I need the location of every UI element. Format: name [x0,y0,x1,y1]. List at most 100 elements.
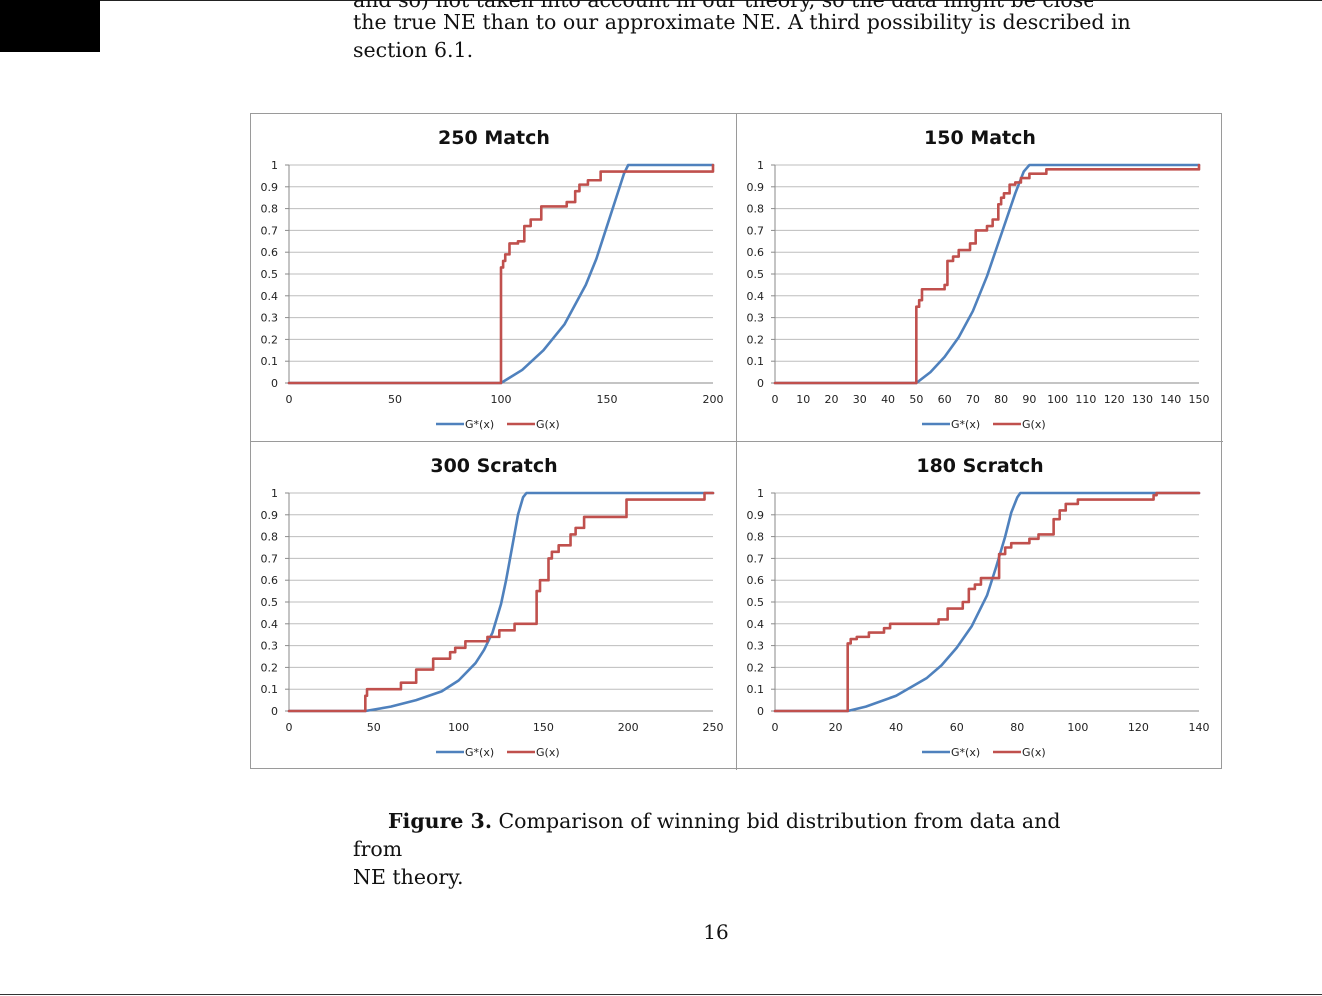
x-tick-label: 0 [286,393,293,406]
y-tick-label: 0.9 [261,509,279,522]
y-tick-label: 0.2 [747,333,765,346]
legend-label: G*(x) [465,746,494,759]
x-tick-label: 70 [966,393,980,406]
y-tick-label: 0 [757,377,764,390]
x-tick-label: 120 [1104,393,1125,406]
x-tick-label: 50 [367,721,381,734]
y-tick-label: 1 [271,159,278,172]
y-tick-label: 0.4 [747,618,765,631]
chart-title: 300 Scratch [430,455,557,477]
x-tick-label: 100 [491,393,512,406]
chart-panel: 300 Scratch 0 0.1 0.2 0.3 0.4 0.5 0.6 0.7 0.8 0.9 1… [261,455,724,759]
y-tick-label: 0.9 [747,509,765,522]
y-tick-label: 0.3 [747,640,765,653]
y-tick-label: 0.4 [747,290,765,303]
x-tick-label: 200 [703,393,724,406]
legend-label: G*(x) [465,418,494,431]
x-tick-label: 50 [388,393,402,406]
legend-label: G(x) [1022,418,1046,431]
y-tick-label: 0.8 [747,203,765,216]
y-tick-label: 0.3 [747,312,765,325]
y-tick-label: 0.6 [747,246,765,259]
y-tick-label: 0.1 [747,355,765,368]
figure-3: 250 Match 0 0.1 0.2 0.3 0.4 0.5 0.6 0.7 0.8 0.9 1 0 5… [250,113,1223,770]
x-tick-label: 90 [1022,393,1036,406]
top-rule [0,0,1322,1]
partial-text-line: and so) not taken into account in our th… [353,0,1093,14]
x-tick-label: 60 [938,393,952,406]
legend-label: G(x) [536,746,560,759]
y-tick-label: 0.6 [261,246,279,259]
x-tick-label: 100 [1067,721,1088,734]
x-tick-label: 140 [1160,393,1181,406]
y-tick-label: 0.7 [261,552,279,565]
y-tick-label: 0.6 [261,574,279,587]
y-tick-label: 0 [271,377,278,390]
legend-label: G*(x) [951,746,980,759]
x-tick-label: 20 [829,721,843,734]
x-tick-label: 30 [853,393,867,406]
y-tick-label: 0.7 [261,224,279,237]
y-tick-label: 0.6 [747,574,765,587]
x-tick-label: 140 [1189,721,1210,734]
page-number: 16 [703,920,729,944]
y-tick-label: 0.7 [747,224,765,237]
chart-panel: 250 Match 0 0.1 0.2 0.3 0.4 0.5 0.6 0.7 0.8 0.9 1 0 5… [261,127,724,431]
y-tick-label: 0.9 [747,181,765,194]
y-tick-label: 0.2 [261,333,279,346]
chart-title: 180 Scratch [916,455,1043,477]
y-tick-label: 0.8 [261,531,279,544]
x-tick-label: 150 [533,721,554,734]
caption-text-line1: Comparison of winning bid distribution f… [353,809,1061,861]
figure-caption: Figure 3. Comparison of winning bid dist… [353,807,1093,891]
x-tick-label: 0 [286,721,293,734]
y-tick-label: 0.8 [747,531,765,544]
y-tick-label: 0.1 [261,355,279,368]
x-tick-label: 60 [950,721,964,734]
x-tick-label: 0 [772,721,779,734]
x-tick-label: 110 [1075,393,1096,406]
y-tick-label: 0.4 [261,290,279,303]
x-tick-label: 100 [1047,393,1068,406]
redaction-block [0,0,100,52]
legend-label: G(x) [1022,746,1046,759]
x-tick-label: 120 [1128,721,1149,734]
chart-title: 150 Match [924,127,1036,149]
series-line-theoretical [773,163,1201,385]
x-tick-label: 0 [772,393,779,406]
x-tick-label: 20 [825,393,839,406]
y-tick-label: 0.5 [261,596,279,609]
caption-label: Figure 3. [388,809,492,833]
y-tick-label: 0.2 [261,661,279,674]
x-tick-label: 130 [1132,393,1153,406]
series-line-empirical [287,491,715,713]
series-line-empirical [287,163,715,385]
x-tick-label: 200 [618,721,639,734]
body-line: section 6.1. [353,38,474,62]
x-tick-label: 250 [703,721,724,734]
y-tick-label: 0.3 [261,640,279,653]
x-tick-label: 40 [889,721,903,734]
x-tick-label: 100 [448,721,469,734]
y-tick-label: 0 [757,705,764,718]
y-tick-label: 1 [757,159,764,172]
chart-title: 250 Match [438,127,550,149]
caption-text-line2: NE theory. [353,865,464,889]
y-tick-label: 0 [271,705,278,718]
y-tick-label: 1 [757,487,764,500]
series-line-theoretical [773,491,1201,713]
x-tick-label: 80 [994,393,1008,406]
x-tick-label: 80 [1010,721,1024,734]
legend-label: G(x) [536,418,560,431]
y-tick-label: 1 [271,487,278,500]
legend-label: G*(x) [951,418,980,431]
y-tick-label: 0.2 [747,661,765,674]
bottom-rule [0,994,1322,995]
chart-panel: 180 Scratch 0 0.1 0.2 0.3 0.4 0.5 0.6 0.7 0.8 0.9 1… [747,455,1210,759]
y-tick-label: 0.9 [261,181,279,194]
y-tick-label: 0.4 [261,618,279,631]
x-tick-label: 150 [1189,393,1210,406]
y-tick-label: 0.1 [747,683,765,696]
y-tick-label: 0.5 [261,268,279,281]
